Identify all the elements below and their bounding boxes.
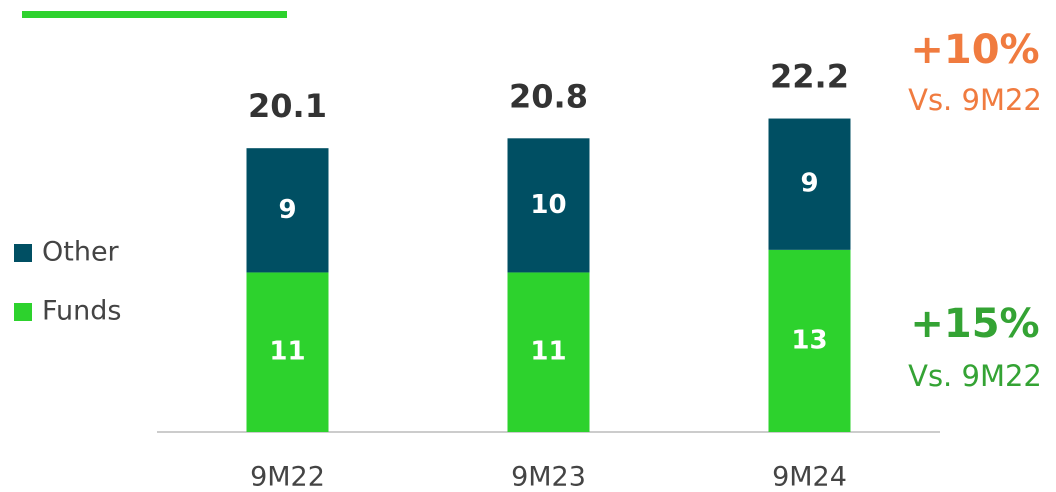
segment-label: 13 (791, 325, 827, 355)
total-label: 20.8 (509, 77, 588, 115)
legend-label: Other (42, 237, 120, 268)
bar-segment (246, 148, 329, 273)
header-accent (22, 11, 287, 18)
segment-label: 9 (800, 169, 818, 199)
x-tick-label: 9M24 (772, 462, 847, 492)
bar-segment (507, 272, 590, 432)
total-label: 22.2 (770, 58, 849, 96)
annotation: +10% (910, 27, 1039, 73)
segment-label: 10 (530, 190, 566, 220)
annotation: +15% (910, 301, 1039, 347)
segment-label: 11 (269, 337, 305, 367)
legend-label: Funds (42, 296, 121, 327)
legend-swatch (14, 303, 32, 321)
bar-segment (246, 272, 329, 432)
total-label: 20.1 (248, 87, 327, 125)
segment-label: 11 (530, 337, 566, 367)
x-tick-label: 9M23 (511, 462, 586, 492)
annotation: Vs. 9M22 (908, 83, 1042, 117)
legend-swatch (14, 244, 32, 262)
bar-segment (768, 118, 851, 250)
x-tick-label: 9M22 (250, 462, 325, 492)
segment-label: 9 (278, 195, 296, 225)
annotation: Vs. 9M22 (908, 359, 1042, 393)
bar-segment (507, 138, 590, 273)
bar-segment (768, 249, 851, 432)
